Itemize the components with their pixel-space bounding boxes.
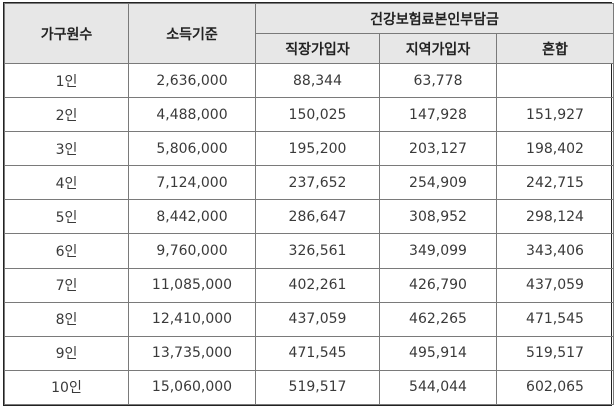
header-employee: 직장가입자	[255, 33, 380, 64]
cell-regional: 147,928	[379, 97, 497, 133]
cell-regional: 349,099	[379, 233, 497, 269]
header-household: 가구원수	[4, 3, 129, 64]
cell-mixed: 602,065	[495, 369, 615, 406]
cell-regional: 544,044	[379, 369, 497, 406]
cell-mixed: 198,402	[495, 131, 615, 167]
cell-household: 1인	[4, 62, 129, 99]
cell-household: 6인	[4, 233, 129, 269]
table-row: 10인 15,060,000 519,517 544,044 602,065	[4, 369, 615, 406]
table-row: 9인 13,735,000 471,545 495,914 519,517	[4, 335, 615, 371]
cell-income: 8,442,000	[128, 199, 256, 235]
cell-regional: 254,909	[379, 165, 497, 201]
cell-regional: 426,790	[379, 267, 497, 303]
cell-employee: 402,261	[255, 267, 380, 303]
cell-household: 8인	[4, 301, 129, 337]
cell-employee: 195,200	[255, 131, 380, 167]
health-insurance-premium-table: 가구원수 소득기준 건강보험료본인부담금 직장가입자 지역가입자 혼합 1인 2,…	[4, 3, 615, 406]
cell-income: 4,488,000	[128, 97, 256, 133]
cell-employee: 286,647	[255, 199, 380, 235]
cell-regional: 203,127	[379, 131, 497, 167]
cell-regional: 63,778	[379, 62, 497, 99]
table-row: 8인 12,410,000 437,059 462,265 471,545	[4, 301, 615, 337]
cell-household: 4인	[4, 165, 129, 201]
header-income: 소득기준	[128, 3, 256, 64]
table-row: 7인 11,085,000 402,261 426,790 437,059	[4, 267, 615, 303]
header-premium-group: 건강보험료본인부담금	[254, 3, 615, 34]
cell-employee: 519,517	[255, 369, 380, 406]
header-mixed: 혼합	[495, 33, 615, 64]
cell-income: 5,806,000	[128, 131, 256, 167]
cell-mixed: 471,545	[495, 301, 615, 337]
cell-income: 9,760,000	[128, 233, 256, 269]
cell-employee: 150,025	[255, 97, 380, 133]
cell-mixed: 343,406	[495, 233, 615, 269]
cell-employee: 237,652	[255, 165, 380, 201]
table-row: 2인 4,488,000 150,025 147,928 151,927	[4, 97, 615, 133]
table-row: 3인 5,806,000 195,200 203,127 198,402	[4, 131, 615, 167]
cell-mixed: 519,517	[495, 335, 615, 371]
cell-household: 10인	[4, 369, 129, 406]
cell-mixed: 242,715	[495, 165, 615, 201]
cell-regional: 308,952	[379, 199, 497, 235]
cell-income: 2,636,000	[128, 62, 256, 99]
cell-employee: 326,561	[255, 233, 380, 269]
cell-employee: 471,545	[255, 335, 380, 371]
cell-income: 7,124,000	[128, 165, 256, 201]
cell-mixed: 151,927	[495, 97, 615, 133]
cell-household: 9인	[4, 335, 129, 371]
cell-mixed: 298,124	[495, 199, 615, 235]
cell-income: 15,060,000	[128, 369, 256, 406]
cell-mixed	[495, 62, 615, 99]
cell-employee: 437,059	[255, 301, 380, 337]
cell-income: 13,735,000	[128, 335, 256, 371]
cell-regional: 495,914	[379, 335, 497, 371]
table-row: 1인 2,636,000 88,344 63,778	[4, 62, 615, 99]
table-row: 4인 7,124,000 237,652 254,909 242,715	[4, 165, 615, 201]
table-body: 1인 2,636,000 88,344 63,778 2인 4,488,000 150,02…	[4, 62, 615, 406]
table-row: 5인 8,442,000 286,647 308,952 298,124	[4, 199, 615, 235]
cell-income: 12,410,000	[128, 301, 256, 337]
cell-household: 7인	[4, 267, 129, 303]
cell-employee: 88,344	[255, 62, 380, 99]
premium-table-frame: 가구원수 소득기준 건강보험료본인부담금 직장가입자 지역가입자 혼합 1인 2,…	[3, 2, 615, 406]
cell-income: 11,085,000	[128, 267, 256, 303]
header-row-top: 가구원수 소득기준 건강보험료본인부담금	[4, 3, 615, 64]
header-row-sub: 직장가입자 지역가입자 혼합	[5, 33, 615, 64]
cell-household: 5인	[4, 199, 129, 235]
table-row: 6인 9,760,000 326,561 349,099 343,406	[4, 233, 615, 269]
header-regional: 지역가입자	[379, 33, 497, 64]
cell-household: 3인	[4, 131, 129, 167]
cell-mixed: 437,059	[495, 267, 615, 303]
cell-household: 2인	[4, 97, 129, 133]
cell-regional: 462,265	[379, 301, 497, 337]
